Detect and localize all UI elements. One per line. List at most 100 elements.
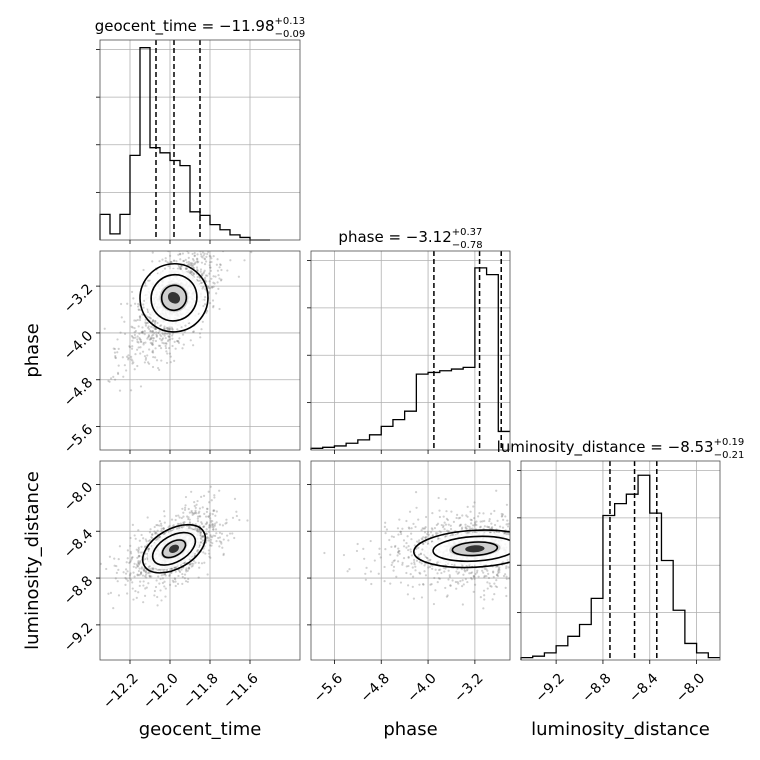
scatter-point xyxy=(149,341,152,344)
scatter-point xyxy=(174,347,177,350)
scatter-point xyxy=(137,551,140,554)
scatter-point xyxy=(190,272,193,275)
scatter-point xyxy=(200,261,204,264)
scatter-point xyxy=(151,365,155,369)
scatter-point xyxy=(206,309,209,313)
scatter-point xyxy=(428,559,431,562)
scatter-point xyxy=(200,521,203,524)
scatter-point xyxy=(208,555,211,558)
scatter-point xyxy=(534,545,536,547)
scatter-point xyxy=(405,546,408,549)
scatter-point xyxy=(182,511,185,514)
scatter-point xyxy=(522,548,524,550)
scatter-point xyxy=(145,552,149,555)
scatter-point xyxy=(160,339,163,342)
scatter-point xyxy=(420,562,423,565)
scatter-point xyxy=(189,339,192,342)
scatter-point xyxy=(218,523,222,526)
scatter-point xyxy=(213,236,215,238)
scatter-point xyxy=(161,337,165,340)
scatter-point xyxy=(130,334,134,338)
scatter-point xyxy=(409,550,413,553)
scatter-point xyxy=(130,347,134,350)
scatter-point xyxy=(229,259,232,262)
scatter-point xyxy=(159,333,162,336)
scatter-point xyxy=(424,515,428,519)
scatter-point xyxy=(208,523,211,526)
scatter-point xyxy=(214,514,217,517)
scatter-point xyxy=(137,554,141,557)
scatter-point xyxy=(495,489,498,492)
scatter-point xyxy=(355,549,359,553)
scatter-point xyxy=(553,541,555,543)
scatter-point xyxy=(473,524,476,527)
scatter-point xyxy=(173,246,175,248)
scatter-point xyxy=(209,302,212,305)
scatter-point xyxy=(183,506,187,509)
scatter-point xyxy=(541,545,543,547)
scatter-point xyxy=(444,497,447,501)
scatter-point xyxy=(168,583,172,586)
scatter-point xyxy=(591,522,593,524)
scatter-point xyxy=(546,528,548,530)
scatter-point xyxy=(113,378,117,381)
scatter-point xyxy=(218,307,221,311)
scatter-point xyxy=(203,231,205,233)
scatter-point xyxy=(220,268,223,272)
scatter-point xyxy=(456,572,459,575)
scatter-point xyxy=(522,540,524,542)
scatter-point xyxy=(164,342,167,345)
scatter-point xyxy=(419,552,423,555)
scatter-point xyxy=(205,522,208,525)
scatter-point xyxy=(180,228,182,230)
scatter-point xyxy=(139,573,142,576)
scatter-point xyxy=(539,544,541,546)
scatter-point xyxy=(443,570,446,573)
scatter-point xyxy=(402,539,406,542)
scatter-point xyxy=(446,594,449,597)
scatter-point xyxy=(563,521,565,523)
scatter-point xyxy=(524,546,526,548)
scatter-point xyxy=(164,257,167,260)
scatter-point xyxy=(126,570,129,573)
scatter-point xyxy=(436,522,440,525)
scatter-point xyxy=(197,279,200,282)
scatter-point xyxy=(124,572,128,575)
scatter-point xyxy=(438,530,441,533)
scatter-point xyxy=(144,322,147,325)
scatter-point xyxy=(145,576,148,579)
scatter-point xyxy=(203,262,207,266)
scatter-point xyxy=(135,563,139,566)
scatter-point xyxy=(114,577,117,580)
scatter-point xyxy=(427,566,430,569)
scatter-point xyxy=(407,526,410,529)
scatter-point xyxy=(498,566,501,569)
scatter-point xyxy=(208,261,212,264)
scatter-point xyxy=(199,253,203,256)
scatter-point xyxy=(155,523,158,527)
scatter-point xyxy=(137,346,140,349)
scatter-point xyxy=(130,389,133,392)
scatter-point xyxy=(107,379,110,382)
scatter-point xyxy=(174,570,177,573)
scatter-point xyxy=(119,302,123,306)
scatter-point xyxy=(222,552,225,555)
scatter-point xyxy=(188,526,191,529)
scatter-point xyxy=(346,570,349,573)
scatter-point xyxy=(142,306,145,309)
scatter-point xyxy=(143,361,146,364)
scatter-point xyxy=(362,547,365,550)
scatter-point xyxy=(400,532,403,536)
scatter-point xyxy=(483,525,486,528)
scatter-point xyxy=(203,258,207,261)
scatter-point xyxy=(208,272,211,275)
scatter-point xyxy=(209,526,212,529)
scatter-point xyxy=(457,571,461,574)
scatter-point xyxy=(142,537,145,540)
scatter-point xyxy=(478,512,481,515)
scatter-point xyxy=(108,380,111,383)
scatter-point xyxy=(180,326,183,329)
scatter-point xyxy=(209,535,212,538)
scatter-point xyxy=(137,308,140,311)
scatter-point xyxy=(168,573,171,577)
